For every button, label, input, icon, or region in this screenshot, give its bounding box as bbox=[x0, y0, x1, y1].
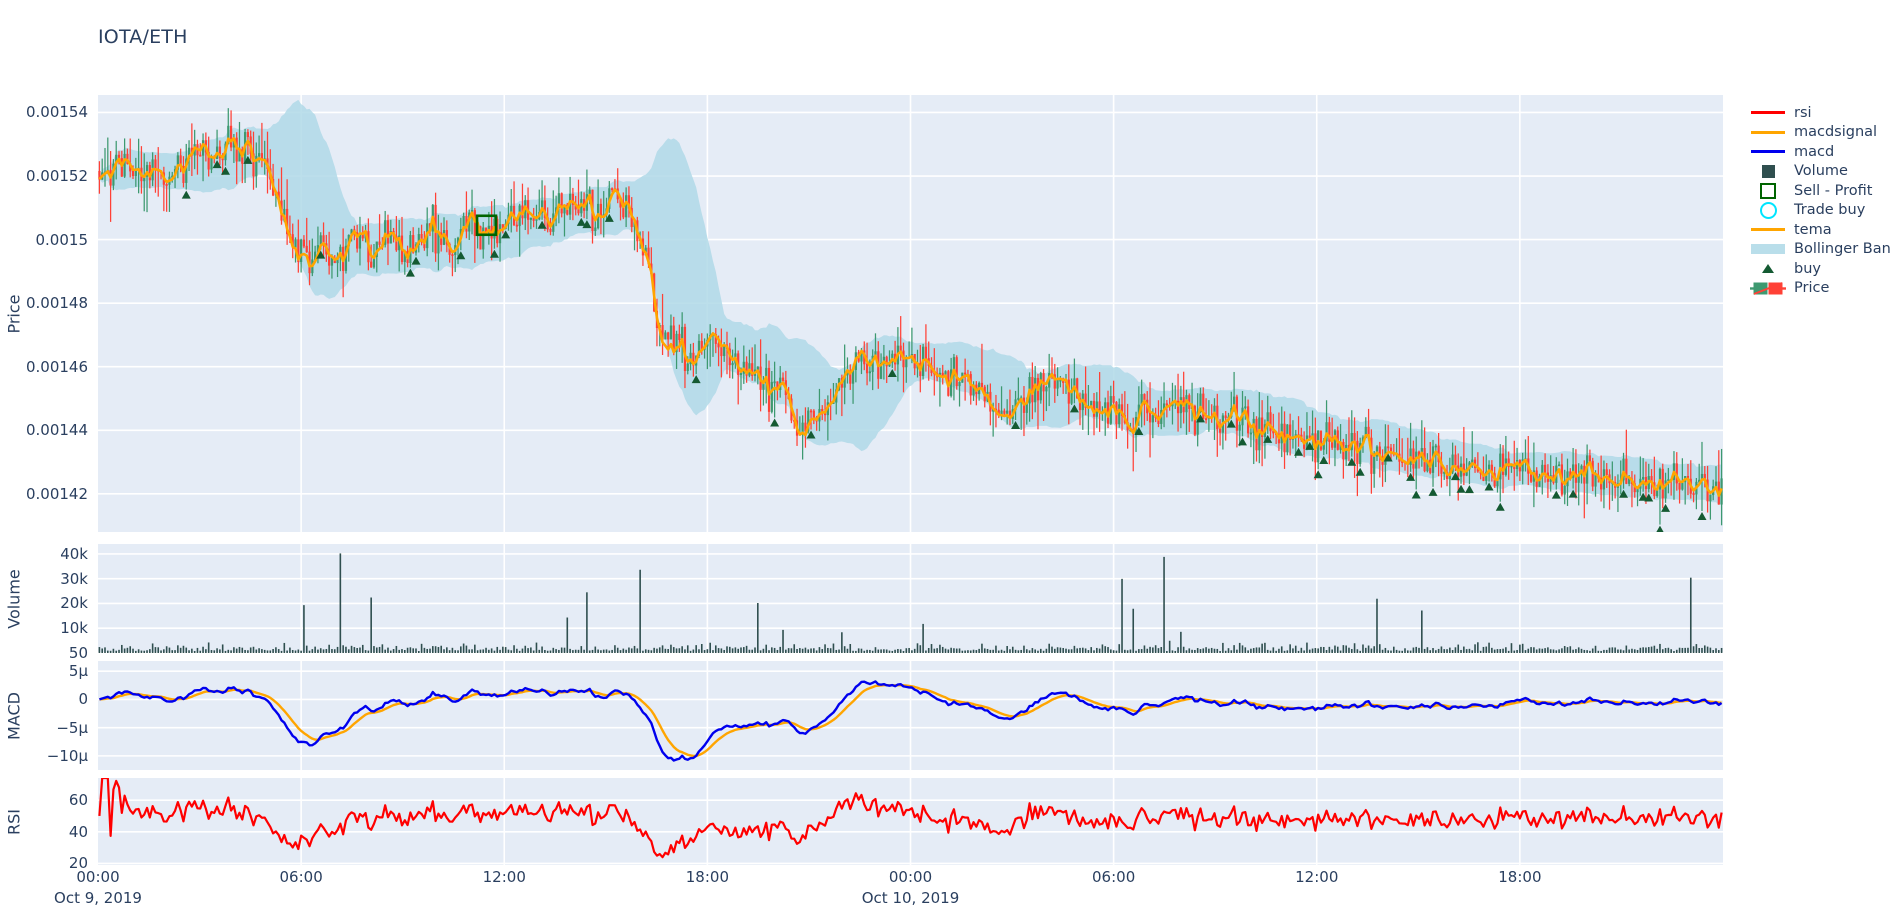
x-axis-tick: 18:00 bbox=[1498, 868, 1542, 886]
price-ytick: 0.00154 bbox=[25, 103, 88, 122]
square-icon bbox=[1748, 162, 1788, 182]
triangle-up-icon bbox=[1748, 259, 1788, 279]
legend-label: Sell - Profit bbox=[1794, 182, 1873, 199]
price-ytick: 0.00152 bbox=[25, 167, 88, 186]
rsi-ytick: 20 bbox=[68, 854, 88, 873]
candle-icon bbox=[1748, 279, 1788, 299]
legend-item-price[interactable]: Price bbox=[1748, 279, 1888, 299]
volume-axis-title: Volume bbox=[4, 568, 24, 629]
macd-ytick: 0 bbox=[78, 690, 88, 709]
page-title: IOTA/ETH bbox=[98, 26, 188, 48]
price-svg bbox=[98, 95, 1723, 532]
volume-ytick: 50 bbox=[68, 643, 88, 662]
legend-label: rsi bbox=[1794, 104, 1812, 121]
legend-label: macd bbox=[1794, 143, 1835, 160]
legend-item-volume[interactable]: Volume bbox=[1748, 162, 1888, 182]
legend-label: Bollinger Band bbox=[1794, 241, 1890, 258]
volume-ytick: 20k bbox=[60, 594, 88, 613]
band-icon bbox=[1748, 240, 1788, 260]
volume-ytick: 40k bbox=[60, 544, 88, 563]
line-icon bbox=[1748, 220, 1788, 240]
volume-ytick: 10k bbox=[60, 619, 88, 638]
price-ytick: 0.00146 bbox=[25, 357, 88, 376]
price-axis-title: Price bbox=[4, 293, 24, 334]
legend-item-macd[interactable]: macd bbox=[1748, 142, 1888, 162]
line-icon bbox=[1748, 142, 1788, 162]
macd-ytick: −5µ bbox=[56, 718, 88, 737]
x-axis-tick: 06:00 bbox=[279, 868, 323, 886]
legend-item-sell-profit[interactable]: Sell - Profit bbox=[1748, 181, 1888, 201]
x-axis-tick: 12:00 bbox=[1295, 868, 1339, 886]
macd-ytick: −10µ bbox=[46, 746, 88, 765]
macd-svg bbox=[98, 661, 1723, 770]
legend-label: macdsignal bbox=[1794, 124, 1878, 141]
line-icon bbox=[1748, 123, 1788, 143]
price-ytick: 0.00148 bbox=[25, 294, 88, 313]
x-axis-tick: 18:00 bbox=[685, 868, 729, 886]
rsi-plot-area bbox=[98, 778, 1723, 865]
circle-open-icon bbox=[1748, 201, 1788, 221]
x-axis-date: Oct 10, 2019 bbox=[861, 889, 960, 907]
legend-label: buy bbox=[1794, 260, 1821, 277]
x-axis-date: Oct 9, 2019 bbox=[54, 889, 142, 907]
price-ytick: 0.00144 bbox=[25, 421, 88, 440]
chart-legend: rsi macdsignal macd Volume Sell - Profit Trad… bbox=[1748, 103, 1890, 299]
volume-ytick: 30k bbox=[60, 569, 88, 588]
rsi-svg bbox=[98, 778, 1723, 865]
line-icon bbox=[1748, 103, 1788, 123]
rsi-ytick: 40 bbox=[68, 822, 88, 841]
macd-ytick: 5µ bbox=[68, 662, 88, 681]
legend-label: Volume bbox=[1794, 163, 1848, 180]
price-ytick: 0.0015 bbox=[35, 230, 89, 249]
legend-item-rsi[interactable]: rsi bbox=[1748, 103, 1888, 123]
macd-axis-title: MACD bbox=[4, 691, 24, 740]
macd-plot-area bbox=[98, 661, 1723, 770]
x-axis-tick: 00:00 bbox=[888, 868, 933, 886]
volume-svg bbox=[98, 544, 1723, 653]
price-ytick: 0.00142 bbox=[25, 484, 88, 503]
legend-item-trade-buy[interactable]: Trade buy bbox=[1748, 201, 1888, 221]
x-axis-tick: 06:00 bbox=[1092, 868, 1136, 886]
legend-item-macdsignal[interactable]: macdsignal bbox=[1748, 123, 1888, 143]
legend-label: Trade buy bbox=[1794, 202, 1866, 219]
volume-plot-area bbox=[98, 544, 1723, 653]
rsi-axis-title: RSI bbox=[4, 808, 24, 835]
legend-label: Price bbox=[1794, 280, 1830, 297]
price-plot-area bbox=[98, 95, 1723, 532]
x-axis-tick: 12:00 bbox=[482, 868, 526, 886]
square-open-icon bbox=[1748, 181, 1788, 201]
legend-item-buy[interactable]: buy bbox=[1748, 259, 1888, 279]
rsi-ytick: 60 bbox=[68, 791, 88, 810]
x-axis-tick: 00:00 bbox=[76, 868, 120, 886]
legend-label: tema bbox=[1794, 221, 1832, 238]
legend-item-bollinger-band[interactable]: Bollinger Band bbox=[1748, 240, 1890, 260]
legend-item-tema[interactable]: tema bbox=[1748, 220, 1888, 240]
